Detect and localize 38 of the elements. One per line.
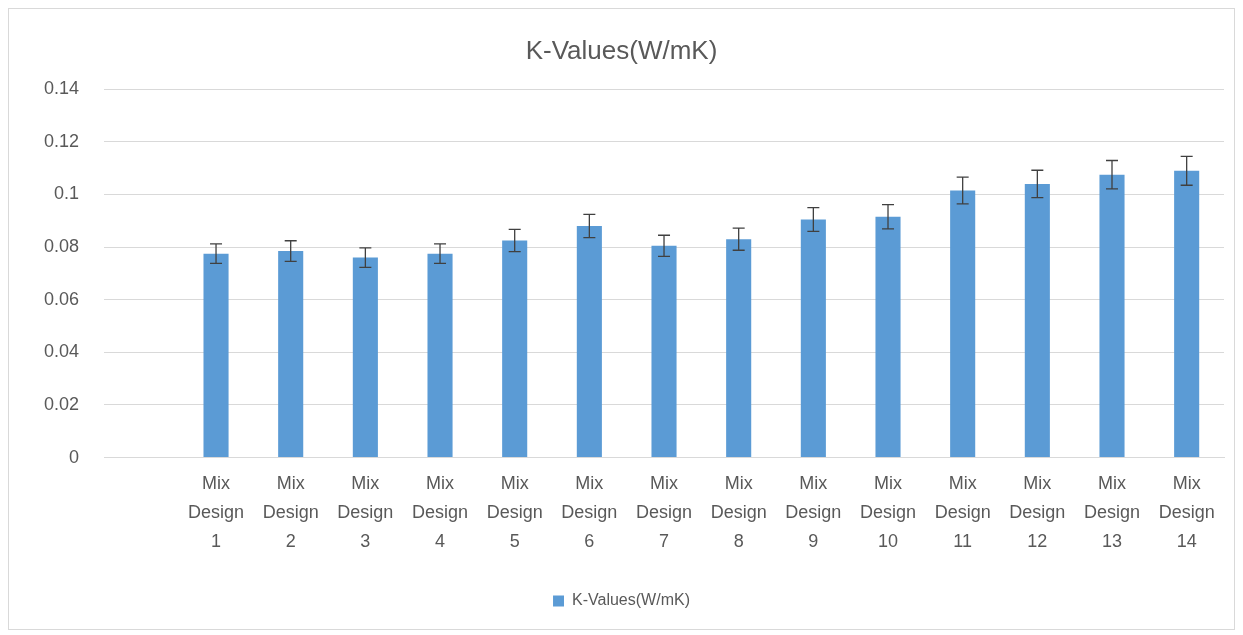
x-tick-label: Mix Design 12 [1009,472,1066,551]
bar [203,253,229,458]
y-tick-label: 0.06 [43,288,80,309]
x-tick-label: Mix Design 13 [1083,472,1141,551]
bar [726,239,752,458]
y-tick-label: 0.14 [43,78,80,99]
x-tick-label: Mix Design 1 [188,472,245,551]
legend-label: K-Values(W/mK) [572,591,690,609]
y-tick-label: 0.1 [54,183,80,204]
bar [1024,183,1050,458]
y-tick-label: 0.04 [43,341,80,362]
bar [278,251,304,458]
chart-title: K-Values(W/mK) [525,34,718,65]
y-tick-label: 0.12 [43,130,80,151]
x-tick-label: Mix Design 9 [785,472,842,551]
x-tick-label: Mix Design 6 [561,472,618,551]
x-tick-label: Mix Design 2 [262,472,319,551]
y-tick-label: 0.02 [43,393,80,414]
x-tick-label: Mix Design 7 [636,472,693,551]
x-tick-label: Mix Design 4 [412,472,469,551]
x-tick-label: Mix Design 11 [934,472,991,551]
x-tick-label: Mix Design 14 [1158,472,1215,551]
x-tick-label: Mix Design 5 [486,472,543,551]
y-tick-label: 0.08 [43,236,80,257]
bar [427,253,453,458]
bar [502,240,528,458]
bar [875,216,901,458]
bar [800,219,826,458]
bar [1174,170,1200,458]
x-tick-label: Mix Design 8 [710,472,767,551]
x-tick-label: Mix Design 10 [859,472,917,551]
y-tick-label: 0 [69,446,80,467]
bar [651,245,677,458]
bar [1099,174,1125,458]
bar [950,190,976,458]
x-tick-label: Mix Design 3 [337,472,394,551]
bar [352,257,378,458]
bar [576,226,602,458]
